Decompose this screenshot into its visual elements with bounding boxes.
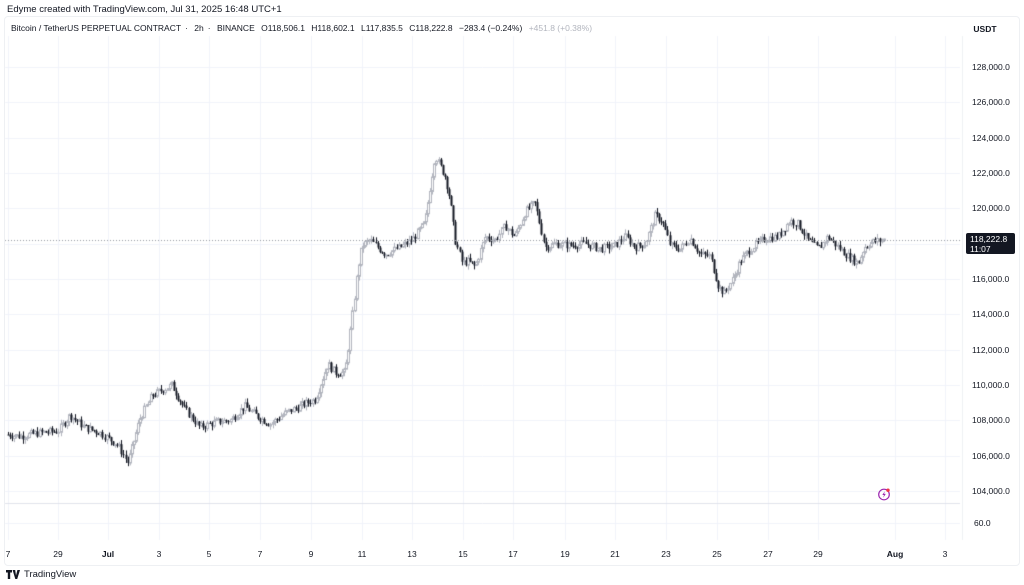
price-tick: 126,000.0: [972, 97, 1010, 108]
time-tick: 17: [508, 549, 518, 559]
time-tick: 11: [357, 549, 367, 559]
time-tick: Jul: [101, 549, 115, 559]
time-tick: 3: [156, 549, 162, 559]
indicator-tick: 60.0: [974, 518, 991, 528]
price-tick: 104,000.0: [972, 486, 1010, 497]
time-tick: 21: [610, 549, 620, 559]
low-value: L117,835.5: [361, 23, 403, 33]
time-tick: 23: [661, 549, 671, 559]
open-value: O118,506.1: [261, 23, 305, 33]
time-tick: 27: [763, 549, 773, 559]
time-tick: 5: [206, 549, 212, 559]
change-value: −283.4 (−0.24%): [459, 23, 523, 33]
flash-alert-icon[interactable]: [877, 487, 891, 501]
last-price: 118,222.8: [970, 234, 1008, 244]
time-tick: Aug: [886, 549, 904, 559]
time-tick: 3: [942, 549, 948, 559]
last-price-tag: 118,222.8 11:07: [966, 233, 1015, 254]
symbol-name[interactable]: Bitcoin / TetherUS PERPETUAL CONTRACT: [11, 23, 182, 33]
bar-countdown: 11:07: [970, 244, 991, 254]
chart-caption: Edyme created with TradingView.com, Jul …: [7, 4, 282, 15]
price-tick: 120,000.0: [972, 203, 1010, 214]
currency-label[interactable]: USDT: [973, 24, 997, 34]
time-tick: 29: [53, 549, 63, 559]
price-tick: 128,000.0: [972, 62, 1010, 72]
tradingview-logo-icon: [6, 570, 20, 579]
price-tick: 122,000.0: [972, 168, 1010, 179]
time-tick: 29: [813, 549, 823, 559]
high-value: H118,602.1: [311, 23, 355, 33]
time-tick: 9: [308, 549, 314, 559]
close-value: C118,222.8: [409, 23, 453, 33]
time-tick: 25: [712, 549, 722, 559]
price-tick: 114,000.0: [972, 309, 1010, 320]
time-tick: 7: [257, 549, 263, 559]
time-tick: 15: [458, 549, 468, 559]
symbol-legend: Bitcoin / TetherUS PERPETUAL CONTRACT · 2…: [11, 23, 593, 33]
time-tick: 13: [407, 549, 417, 559]
price-tick: 106,000.0: [972, 450, 1010, 461]
chart-frame: [4, 16, 1020, 566]
exchange-label: BINANCE: [216, 23, 255, 33]
price-tick: 116,000.0: [972, 274, 1010, 285]
tradingview-brand: TradingView: [24, 569, 77, 580]
price-tick: 110,000.0: [972, 380, 1010, 391]
interval-label[interactable]: 2h: [194, 23, 204, 33]
tradingview-logo[interactable]: TradingView: [6, 569, 76, 580]
price-tick: 124,000.0: [972, 132, 1010, 143]
price-tick: 112,000.0: [972, 344, 1010, 355]
price-tick: 108,000.0: [972, 415, 1010, 426]
time-tick: 7: [5, 549, 11, 559]
time-tick: 19: [560, 549, 570, 559]
extended-change-value: +451.8 (+0.38%): [528, 23, 593, 33]
